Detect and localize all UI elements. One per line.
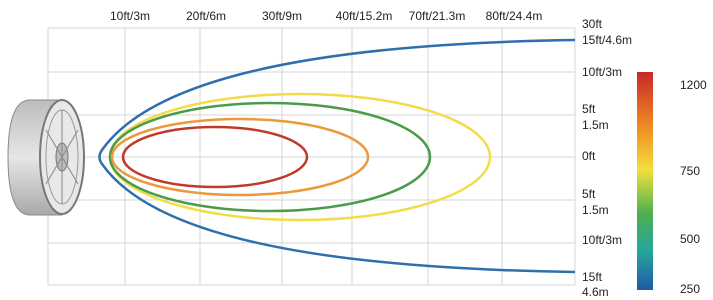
x-labels: 10ft/3m 20ft/6m 30ft/9m 40ft/15.2m 70ft/…: [110, 9, 542, 23]
contour-250: [100, 40, 576, 272]
diagram: 10ft/3m 20ft/6m 30ft/9m 40ft/15.2m 70ft/…: [0, 0, 713, 300]
airflow-contours: [100, 40, 576, 272]
x-label: 20ft/6m: [186, 9, 226, 23]
x-label: 70ft/21.3m: [409, 9, 466, 23]
colorbar-scale: [637, 72, 653, 290]
colorbar-label: 250: [680, 282, 700, 296]
colorbar-label: 1200: [680, 78, 707, 92]
y-label: 30ft: [582, 17, 603, 31]
y-label: 10ft/3m: [582, 65, 622, 79]
y-label: 10ft/3m: [582, 233, 622, 247]
grid: [48, 28, 575, 285]
x-label: 10ft/3m: [110, 9, 150, 23]
y-label: 15ft/4.6m: [582, 33, 632, 47]
y-label: 5ft: [582, 187, 596, 201]
y-label: 1.5m: [582, 203, 609, 217]
colorbar: 1200 750 500 250: [637, 72, 707, 296]
x-label: 40ft/15.2m: [336, 9, 393, 23]
fan-icon: [8, 100, 84, 215]
y-label: 4.6m: [582, 285, 609, 299]
x-label: 30ft/9m: [262, 9, 302, 23]
x-label: 80ft/24.4m: [486, 9, 543, 23]
y-label: 0ft: [582, 149, 596, 163]
y-label: 15ft: [582, 270, 603, 284]
y-labels: 30ft 15ft/4.6m 10ft/3m 5ft 1.5m 0ft 5ft …: [582, 17, 632, 299]
y-label: 5ft: [582, 102, 596, 116]
y-label: 1.5m: [582, 118, 609, 132]
colorbar-label: 500: [680, 232, 700, 246]
colorbar-label: 750: [680, 164, 700, 178]
